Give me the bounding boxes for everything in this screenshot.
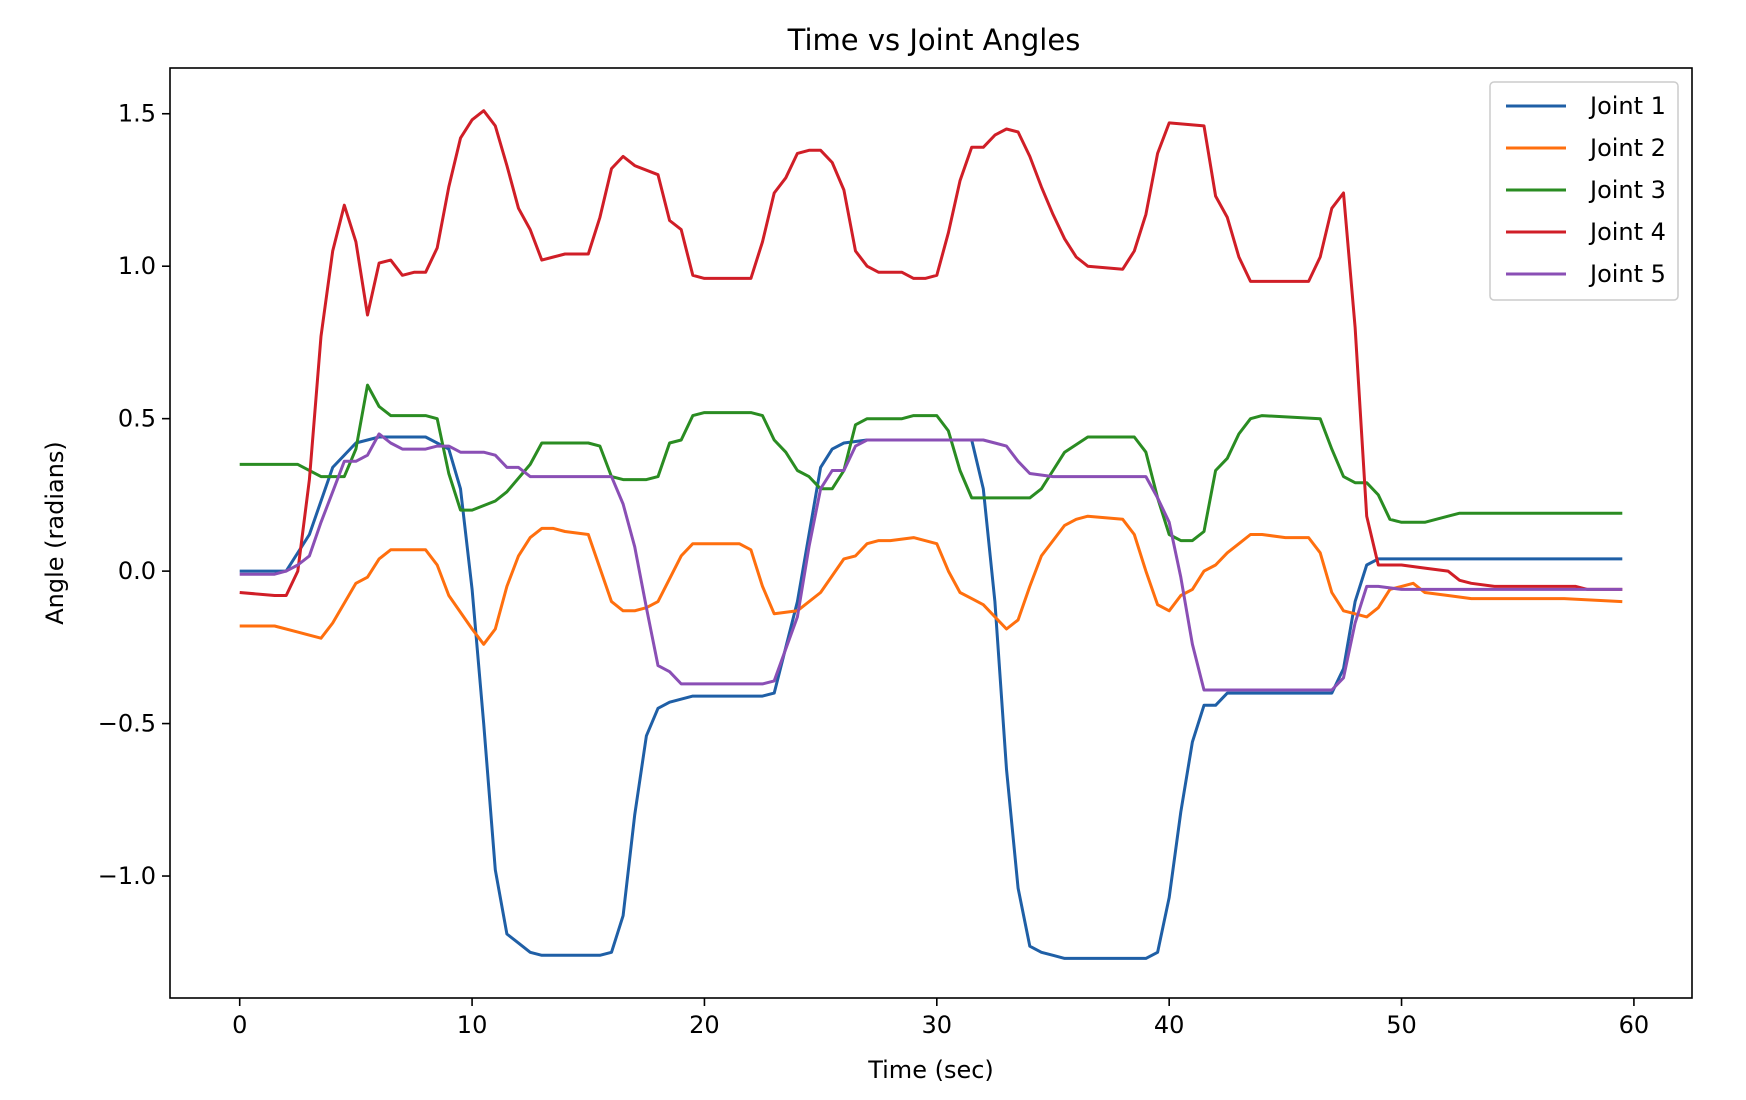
legend-label: Joint 4 [1588, 218, 1666, 246]
legend-label: Joint 1 [1588, 92, 1666, 120]
y-tick-label: 0.0 [118, 557, 156, 585]
series-line-joint-3 [239, 383, 1623, 543]
x-axis-ticks: 0 10 20 30 40 50 60 [232, 998, 1649, 1039]
chart-title: Time vs Joint Angles [787, 23, 1081, 57]
x-tick-label: 50 [1386, 1011, 1417, 1039]
legend-item-joint-5: Joint 5 [1506, 260, 1666, 288]
legend-item-joint-2: Joint 2 [1506, 134, 1666, 162]
y-axis-ticks: 1.5 1.0 0.5 0.0 −0.5 −1.0 [98, 100, 170, 890]
legend-item-joint-4: Joint 4 [1506, 218, 1666, 246]
axes-frame [169, 67, 1693, 999]
legend-label: Joint 2 [1588, 134, 1666, 162]
legend: Joint 1 Joint 2 Joint 3 Joint 4 Joint 5 [1489, 81, 1679, 301]
y-tick-label: −0.5 [98, 710, 156, 738]
y-tick-label: 1.5 [118, 100, 156, 128]
x-axis-title: Time (sec) [867, 1056, 994, 1084]
x-tick-label: 0 [232, 1011, 247, 1039]
y-tick-label: 1.0 [118, 252, 156, 280]
y-axis-title: Angle (radians) [41, 441, 69, 625]
x-tick-label: 20 [689, 1011, 720, 1039]
x-tick-label: 40 [1154, 1011, 1185, 1039]
x-tick-label: 60 [1619, 1011, 1650, 1039]
series-line-joint-5 [239, 432, 1623, 692]
y-tick-label: −1.0 [98, 862, 156, 890]
plot-area [239, 109, 1623, 960]
legend-label: Joint 3 [1588, 176, 1666, 204]
series-line-joint-2 [239, 514, 1623, 646]
series-line-joint-4 [239, 109, 1623, 597]
legend-item-joint-3: Joint 3 [1506, 176, 1666, 204]
y-tick-label: 0.5 [118, 405, 156, 433]
legend-item-joint-1: Joint 1 [1506, 92, 1666, 120]
legend-box [1489, 81, 1679, 301]
x-tick-label: 30 [922, 1011, 953, 1039]
x-tick-label: 10 [457, 1011, 488, 1039]
legend-label: Joint 5 [1588, 260, 1666, 288]
series-line-joint-1 [239, 435, 1623, 960]
